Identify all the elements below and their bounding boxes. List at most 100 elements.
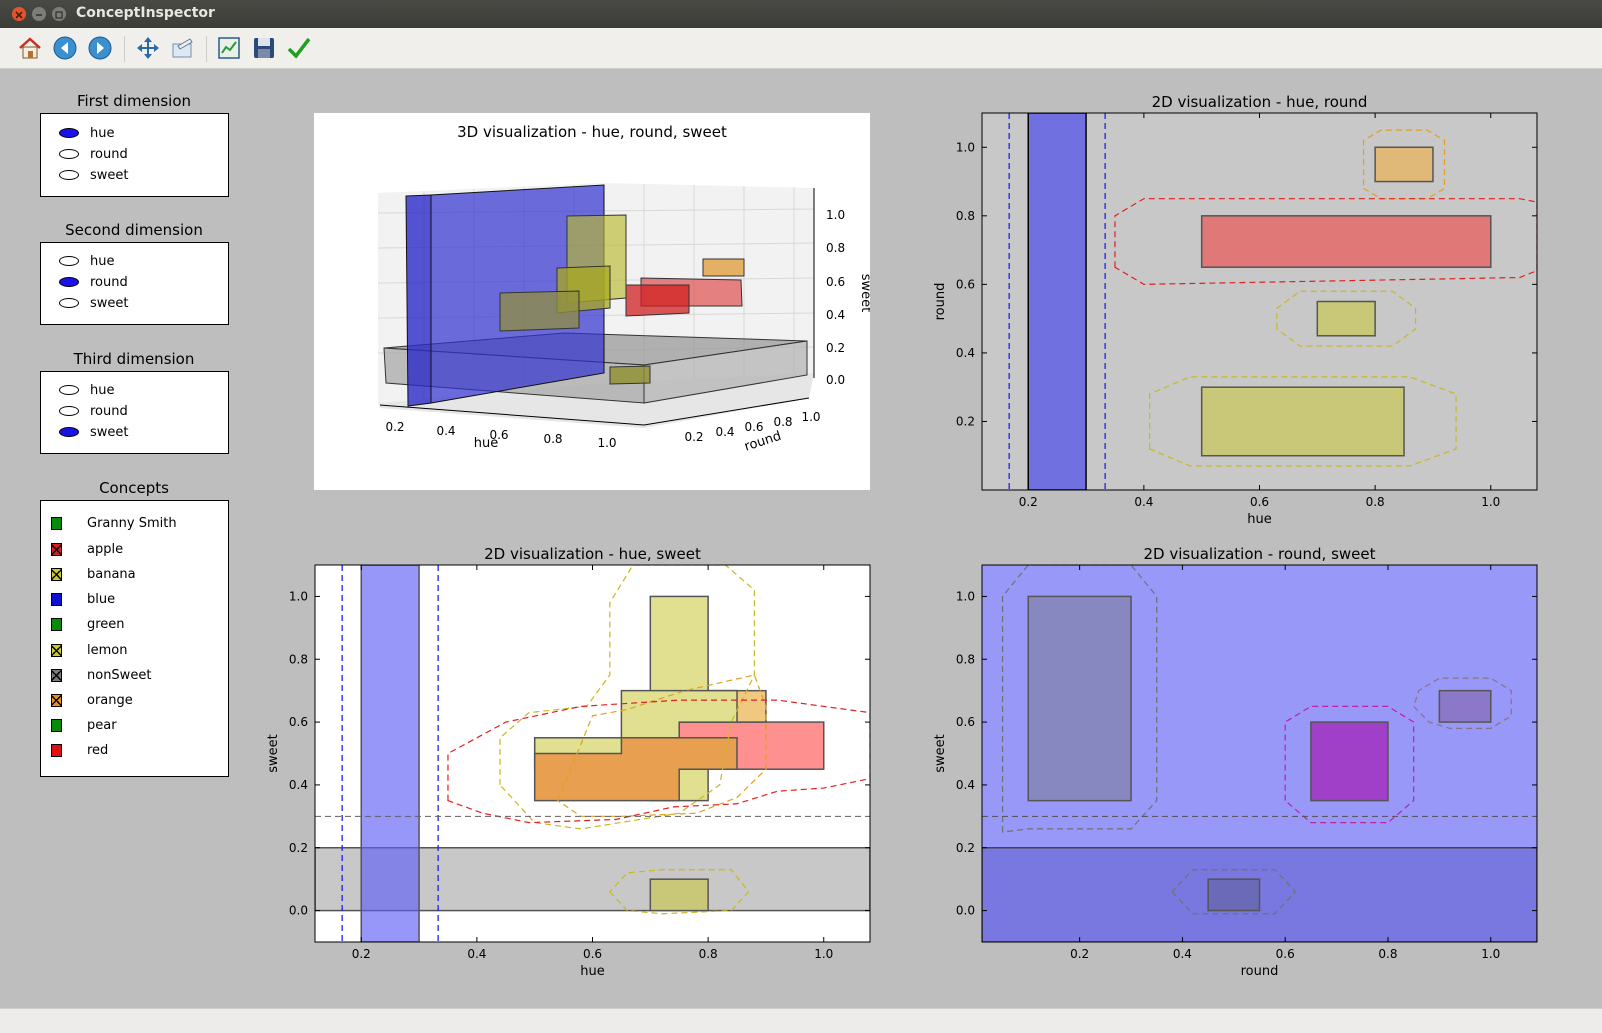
radio-button[interactable] <box>59 256 79 266</box>
concept-item[interactable]: lemon <box>51 640 127 660</box>
concept-item[interactable]: nonSweet <box>51 665 151 685</box>
radio-button[interactable] <box>59 128 79 138</box>
concept-item[interactable]: orange <box>51 690 133 710</box>
third-dim-option-sweet[interactable]: sweet <box>59 422 129 442</box>
x-tick-label: 0.6 <box>583 947 602 961</box>
concept-swatch <box>51 516 62 530</box>
radio-button[interactable] <box>59 277 79 287</box>
z-tick-label: 1.0 <box>826 208 845 222</box>
plot-round-sweet[interactable]: 0.2 0.4 0.6 0.8 1.0 0.0 0.2 0.4 0.6 0.8 1.0 2D visu… <box>920 540 1570 990</box>
concept-box <box>1200 215 1492 268</box>
x-tick-label: 0.2 <box>385 420 404 434</box>
first-dim-option-round[interactable]: round <box>59 144 128 164</box>
y-axis-label: round <box>933 283 948 321</box>
concept-item[interactable]: apple <box>51 539 123 559</box>
forward-icon <box>88 36 112 60</box>
check-icon <box>287 37 311 59</box>
y-tick-label: 0.0 <box>956 904 975 918</box>
third-dim-option-hue[interactable]: hue <box>59 380 114 400</box>
x-tick-label: 0.8 <box>1378 947 1397 961</box>
plot-3d-title: 3D visualization - hue, round, sweet <box>457 123 727 141</box>
subplots-icon <box>218 37 240 59</box>
radio-button[interactable] <box>59 170 79 180</box>
third-dimension-group: hue round sweet <box>40 371 229 454</box>
back-button[interactable] <box>50 33 80 63</box>
concept-swatch <box>51 542 62 556</box>
save-icon <box>254 38 274 58</box>
x-axis-label: hue <box>474 436 498 451</box>
concepts-title: Concepts <box>99 479 169 497</box>
y-tick-label: 1.0 <box>956 589 975 603</box>
y-tick-label: 0.0 <box>289 904 308 918</box>
maximize-window-button[interactable] <box>52 7 66 21</box>
x-tick-label: 1.0 <box>1481 495 1500 509</box>
plot-frame <box>981 564 1538 943</box>
plot-hue-sweet[interactable]: 0.2 0.4 0.6 0.8 1.0 0.0 0.2 0.4 0.6 0.8 1.0 2D visu… <box>253 540 903 990</box>
toolbar-separator <box>124 36 125 62</box>
concept-box <box>1027 113 1087 490</box>
y-tick-label: 1.0 <box>289 589 308 603</box>
x-axis-label: hue <box>580 964 604 979</box>
radio-button[interactable] <box>59 149 79 159</box>
x-tick-label: 0.8 <box>543 432 562 446</box>
z-tick-label: 0.4 <box>826 308 845 322</box>
second-dim-option-round[interactable]: round <box>59 272 128 292</box>
second-dim-option-sweet[interactable]: sweet <box>59 293 129 313</box>
z-axis-label: sweet <box>858 274 870 313</box>
concept-item[interactable]: pear <box>51 715 117 735</box>
subplots-button[interactable] <box>214 33 244 63</box>
y-tick-label: 0.2 <box>684 430 703 444</box>
x-tick-label: 0.2 <box>1070 947 1089 961</box>
forward-button[interactable] <box>85 33 115 63</box>
x-tick-label: 0.4 <box>1134 495 1153 509</box>
concept-hull <box>1171 869 1297 915</box>
y-tick-label: 0.2 <box>956 414 975 428</box>
x-tick-label: 0.2 <box>1019 495 1038 509</box>
home-button[interactable] <box>15 33 45 63</box>
y-tick-label: 0.8 <box>289 652 308 666</box>
first-dim-option-sweet[interactable]: sweet <box>59 165 129 185</box>
concept-box <box>1316 300 1376 337</box>
y-tick-label: 0.8 <box>956 652 975 666</box>
plot-hue-round[interactable]: 0.2 0.4 0.6 0.8 1.0 0.2 0.4 0.6 0.8 1.0 2D visuali… <box>920 88 1570 538</box>
concepts-list: Granny Smith apple banana blue green lem… <box>40 500 229 777</box>
close-window-button[interactable] <box>12 7 26 21</box>
pan-button[interactable] <box>133 33 163 63</box>
third-dim-option-round[interactable]: round <box>59 401 128 421</box>
concept-box <box>1310 721 1389 802</box>
radio-button[interactable] <box>59 385 79 395</box>
radio-button[interactable] <box>59 298 79 308</box>
second-dim-option-hue[interactable]: hue <box>59 251 114 271</box>
concept-item[interactable]: blue <box>51 589 115 609</box>
x-tick-label: 0.8 <box>1366 495 1385 509</box>
radio-button[interactable] <box>59 406 79 416</box>
radio-button[interactable] <box>59 427 79 437</box>
x-tick-label: 1.0 <box>597 436 616 450</box>
minimize-window-button[interactable] <box>32 7 46 21</box>
concept-item[interactable]: banana <box>51 564 136 584</box>
box-nonsweet-side <box>643 340 808 404</box>
y-tick-label: 0.6 <box>956 277 975 291</box>
concept-box <box>1438 689 1492 723</box>
x-tick-label: 0.6 <box>489 428 508 442</box>
plot-3d[interactable]: 3D visualization - hue, round, sweet 0.2 <box>314 113 870 490</box>
concept-item[interactable]: green <box>51 614 125 634</box>
y-axis-label: sweet <box>933 734 948 773</box>
concept-hull <box>1362 129 1446 200</box>
x-tick-label: 1.0 <box>814 947 833 961</box>
concept-swatch <box>51 567 62 581</box>
zoom-button[interactable] <box>168 33 198 63</box>
concept-item[interactable]: Granny Smith <box>51 513 177 533</box>
first-dim-option-hue[interactable]: hue <box>59 123 114 143</box>
save-button[interactable] <box>249 33 279 63</box>
concept-item[interactable]: red <box>51 740 108 760</box>
z-tick-label: 0.0 <box>826 373 845 387</box>
concept-box <box>649 878 709 912</box>
x-tick-label: 0.8 <box>699 947 718 961</box>
first-dimension-title: First dimension <box>76 92 192 110</box>
concept-hull <box>499 565 755 830</box>
confirm-button[interactable] <box>284 33 314 63</box>
concept-hull <box>1412 677 1512 729</box>
back-icon <box>53 36 77 60</box>
concept-hull <box>1284 705 1415 824</box>
